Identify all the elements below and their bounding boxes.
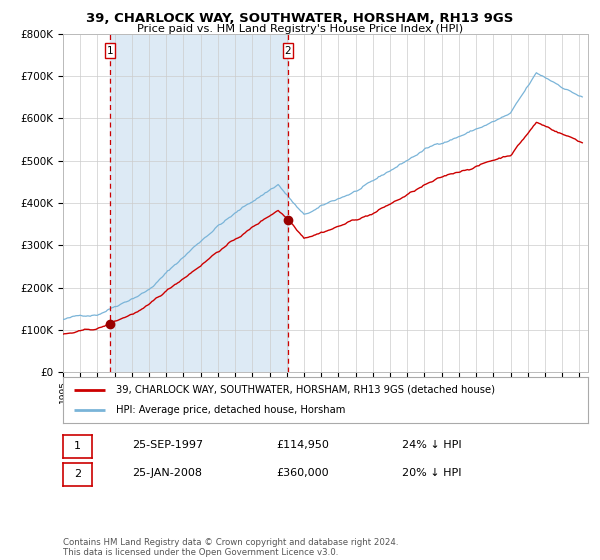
Bar	[110, 34, 288, 372]
Text: 2: 2	[74, 469, 81, 479]
Text: 2: 2	[284, 45, 291, 55]
Text: 1: 1	[107, 45, 113, 55]
Text: 24% ↓ HPI: 24% ↓ HPI	[402, 440, 461, 450]
Text: HPI: Average price, detached house, Horsham: HPI: Average price, detached house, Hors…	[115, 405, 345, 415]
Text: 20% ↓ HPI: 20% ↓ HPI	[402, 468, 461, 478]
Text: 39, CHARLOCK WAY, SOUTHWATER, HORSHAM, RH13 9GS (detached house): 39, CHARLOCK WAY, SOUTHWATER, HORSHAM, R…	[115, 385, 494, 395]
Text: £360,000: £360,000	[276, 468, 329, 478]
Text: 25-SEP-1997: 25-SEP-1997	[132, 440, 203, 450]
Text: 39, CHARLOCK WAY, SOUTHWATER, HORSHAM, RH13 9GS: 39, CHARLOCK WAY, SOUTHWATER, HORSHAM, R…	[86, 12, 514, 25]
Text: Contains HM Land Registry data © Crown copyright and database right 2024.
This d: Contains HM Land Registry data © Crown c…	[63, 538, 398, 557]
Text: 1: 1	[74, 441, 81, 451]
Text: £114,950: £114,950	[276, 440, 329, 450]
Text: 25-JAN-2008: 25-JAN-2008	[132, 468, 202, 478]
Text: Price paid vs. HM Land Registry's House Price Index (HPI): Price paid vs. HM Land Registry's House …	[137, 24, 463, 34]
